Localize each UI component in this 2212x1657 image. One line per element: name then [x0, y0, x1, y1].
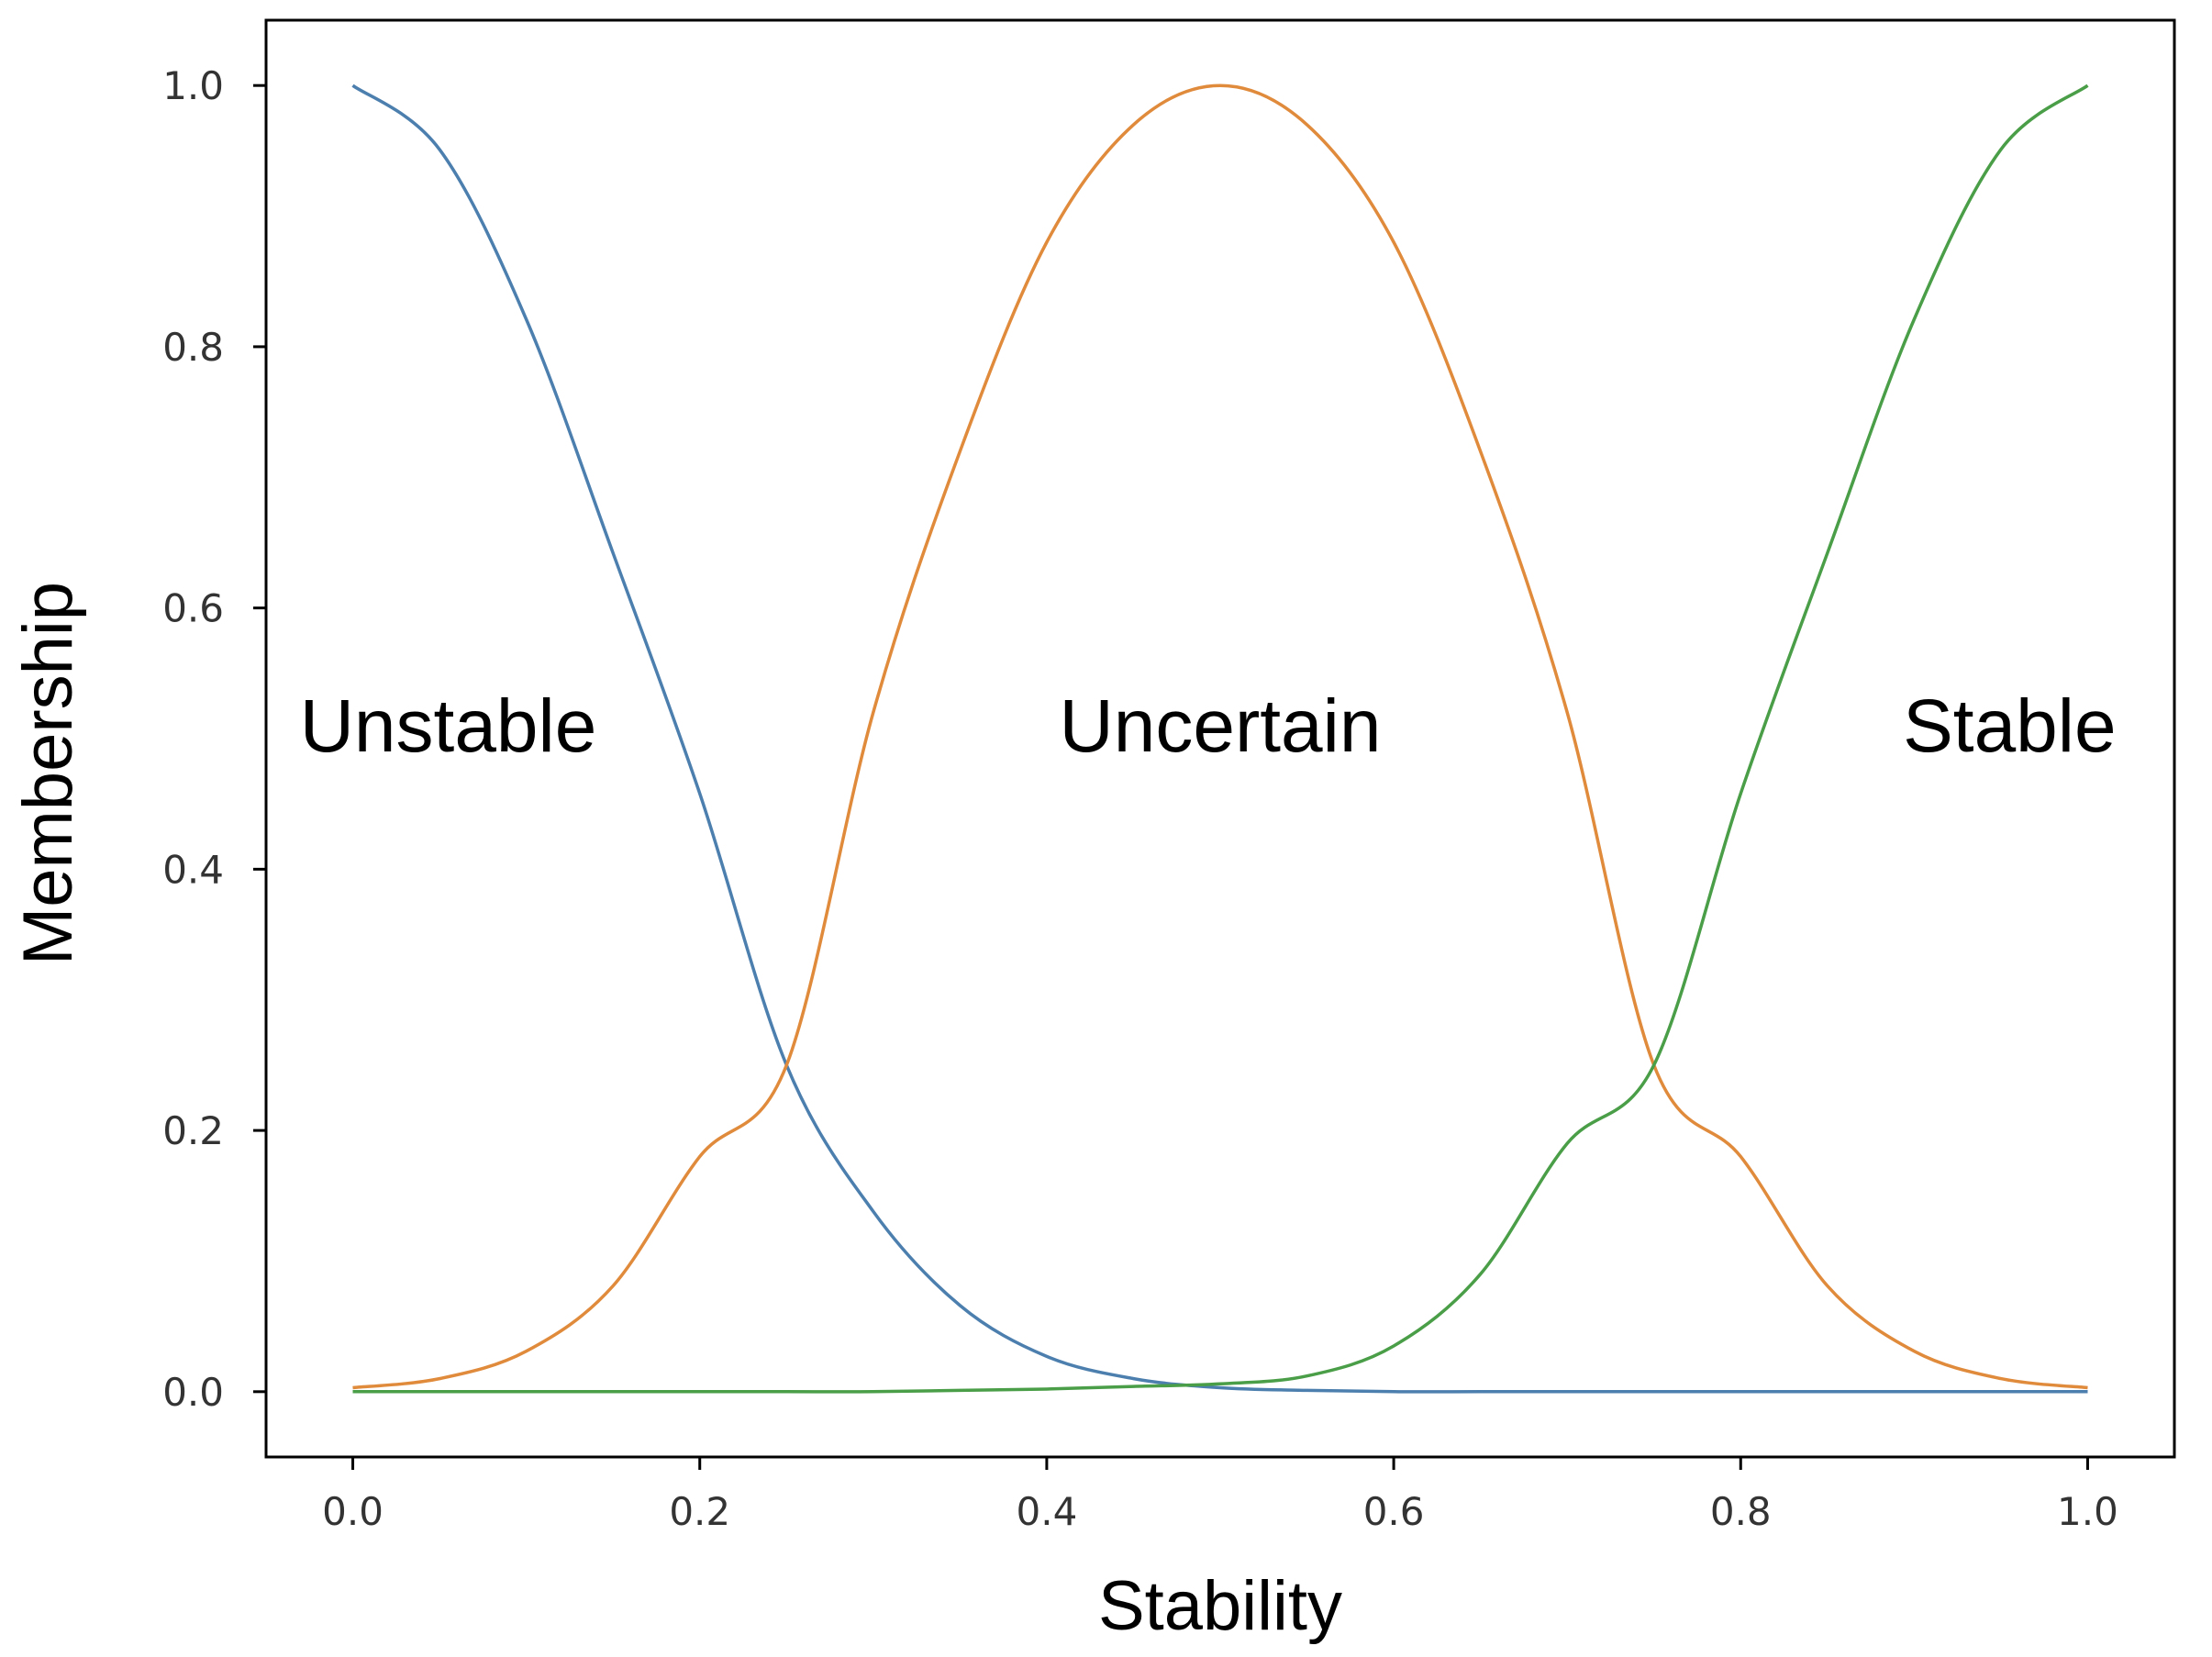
series-line-3 [352, 83, 2089, 1394]
x-tick-label: 0.0 [322, 1489, 383, 1534]
y-tick-label: 0.6 [162, 586, 224, 631]
y-axis-ticks: 0.0 0.2 0.4 0.6 0.8 1.0 [162, 63, 266, 1415]
series-line-1 [351, 83, 2088, 1394]
x-tick-label: 0.8 [1710, 1489, 1772, 1534]
y-tick-label: 0.2 [162, 1108, 224, 1153]
series-line-2 [352, 83, 2088, 1390]
annotation-label: Unstable [300, 684, 597, 768]
plot-frame [264, 18, 2176, 1459]
x-tick-label: 0.6 [1363, 1489, 1425, 1534]
annotation-label: Stable [1903, 684, 2117, 768]
x-tick-label: 0.4 [1017, 1489, 1078, 1534]
x-tick-label: 1.0 [2057, 1489, 2118, 1534]
y-tick-label: 1.0 [162, 63, 224, 108]
y-tick-label: 0.0 [162, 1370, 224, 1415]
y-tick-label: 0.8 [162, 325, 224, 370]
x-axis-title: Stability [1098, 1567, 1342, 1645]
annotation-label: Uncertain [1060, 684, 1382, 768]
y-axis-title: Membership [9, 582, 87, 965]
y-tick-label: 0.4 [162, 847, 224, 892]
series-lines [351, 83, 2089, 1394]
x-axis-ticks: 0.0 0.2 0.4 0.6 0.8 1.0 [322, 1457, 2118, 1534]
annotations: Unstable Uncertain Stable [300, 684, 2117, 768]
x-tick-label: 0.2 [669, 1489, 730, 1534]
